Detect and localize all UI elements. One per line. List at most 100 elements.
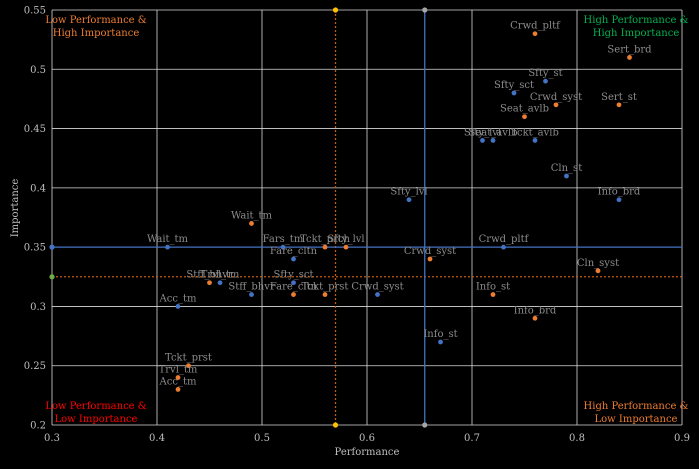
- quadrant-labels: Low Performance & High Importance High Per…: [45, 15, 688, 425]
- data-point-orange: [627, 55, 632, 60]
- quadrant-label-top-right: High Importance: [593, 28, 680, 39]
- data-point-blue: [291, 256, 296, 262]
- data-point-blue: [175, 304, 181, 309]
- point-label: Tckt_prst: [165, 353, 212, 364]
- point-label: Tckt_avlb: [511, 127, 559, 138]
- x-tick-label: 0.9: [674, 433, 690, 444]
- point-labels: Wait_tmTrvl_tmAcc_tmStff_bhvrFare_cltnFa…: [147, 21, 652, 388]
- data-point-blue: [616, 197, 622, 203]
- point-label: Seat_avlb: [469, 127, 518, 138]
- point-label: Acc_tm: [159, 293, 197, 304]
- y-axis-title: Importance: [10, 179, 21, 238]
- point-label: Tckt_prst: [302, 282, 349, 293]
- point-label: Sert_brd: [607, 44, 652, 55]
- data-point-blue: [490, 138, 496, 143]
- data-point-orange: [616, 102, 622, 108]
- data-point-blue: [543, 78, 548, 84]
- data-point-orange: [175, 387, 181, 392]
- reference-lines: [49, 7, 682, 428]
- point-label: Crwd_syst: [530, 92, 582, 103]
- data-point-blue: [291, 280, 296, 286]
- y-tick-label: 0.35: [24, 243, 46, 254]
- point-label: Sert_st: [601, 92, 637, 103]
- data-point-orange: [186, 363, 191, 369]
- blue-line-marker-top: [422, 7, 428, 13]
- point-label: Crwd_pltf: [479, 234, 530, 245]
- blue-line-marker-left: [49, 244, 55, 250]
- point-label: Sfty_lvl: [390, 187, 427, 198]
- data-point-blue: [406, 197, 412, 203]
- data-point-orange: [343, 244, 349, 250]
- point-label: Wait_tm: [231, 210, 273, 221]
- quadrant-label-bottom-right: High Performance &: [584, 401, 689, 412]
- data-point-blue: [280, 244, 286, 250]
- data-point-orange: [595, 268, 601, 274]
- data-point-blue: [501, 244, 506, 250]
- point-label: Sfty_lvl: [464, 127, 501, 138]
- data-point-blue: [438, 339, 443, 345]
- point-label: Info_brd: [598, 187, 641, 198]
- point-label: Stff_bhvr: [186, 270, 232, 281]
- quadrant-label-bottom-left: Low Performance &: [45, 401, 146, 412]
- point-label: Cln_syst: [577, 258, 619, 269]
- orange-line-marker-top: [332, 7, 339, 13]
- point-label: Crwd_syst: [404, 246, 456, 257]
- point-label: Fare_cltn: [270, 282, 318, 293]
- orange-line-marker-left: [49, 274, 55, 280]
- point-label: Wait_tm: [147, 234, 189, 245]
- quadrant-label-top-right: High Performance &: [584, 15, 689, 26]
- quadrant-label-top-left: High Importance: [53, 28, 140, 39]
- data-point-blue: [564, 173, 569, 179]
- data-point-orange: [291, 292, 296, 297]
- x-tick-label: 0.6: [359, 433, 375, 444]
- point-label: Sfty_sct: [274, 270, 314, 281]
- y-tick-label: 0.45: [24, 124, 46, 135]
- data-point-orange: [522, 114, 527, 120]
- x-tick-label: 0.8: [569, 433, 585, 444]
- point-label: Sfty_st: [528, 68, 562, 79]
- data-point-blue: [375, 292, 380, 297]
- data-point-blue: [480, 138, 485, 143]
- point-label: Seat_avlb: [500, 104, 549, 115]
- data-point-blue: [532, 138, 538, 143]
- point-label: Stff_bhvr: [228, 282, 274, 293]
- x-tick-label: 0.3: [44, 433, 60, 444]
- point-label: Info_brd: [514, 305, 557, 316]
- point-label: Crwd_pltf: [510, 21, 561, 32]
- data-point-orange: [427, 256, 433, 262]
- grid: [51, 9, 683, 426]
- point-label: Acc_tm: [159, 376, 197, 387]
- point-label: Cln_st: [551, 163, 582, 174]
- x-tick-label: 0.4: [149, 433, 165, 444]
- axis-ticks: 0.3 0.4 0.5 0.6 0.7 0.8 0.9 0.2 0.25 0.3 0.35 0.4 0.…: [24, 6, 690, 445]
- data-point-orange: [249, 221, 254, 226]
- point-label: Fars_tm: [263, 234, 304, 245]
- y-tick-label: 0.3: [30, 302, 46, 313]
- x-axis-title: Performance: [335, 447, 400, 458]
- x-tick-label: 0.7: [464, 433, 480, 444]
- point-label: Info_st: [423, 329, 457, 340]
- data-point-orange: [532, 315, 538, 321]
- point-label: Sfty_lvl: [327, 234, 364, 245]
- y-tick-label: 0.2: [30, 421, 46, 432]
- data-point-orange: [490, 292, 496, 297]
- point-label: Fare_cltn: [270, 246, 318, 257]
- point-label: Crwd_syst: [351, 282, 403, 293]
- data-point-blue: [165, 244, 170, 250]
- quadrant-label-top-left: Low Performance &: [45, 15, 146, 26]
- data-points: [165, 31, 632, 392]
- y-tick-label: 0.4: [30, 183, 46, 194]
- quadrant-label-bottom-left: Low Importance: [55, 414, 138, 425]
- data-point-orange: [553, 102, 559, 108]
- point-label: Tckt_prch: [300, 234, 350, 245]
- data-point-blue: [249, 292, 254, 297]
- data-point-orange: [322, 292, 328, 297]
- data-point-blue: [511, 90, 517, 96]
- data-point-orange: [175, 375, 181, 380]
- point-label: Info_st: [476, 282, 510, 293]
- y-tick-label: 0.55: [24, 6, 46, 17]
- point-label: Sfty_sct: [494, 80, 534, 91]
- blue-line-marker-bottom: [422, 422, 428, 428]
- data-point-blue: [217, 280, 223, 286]
